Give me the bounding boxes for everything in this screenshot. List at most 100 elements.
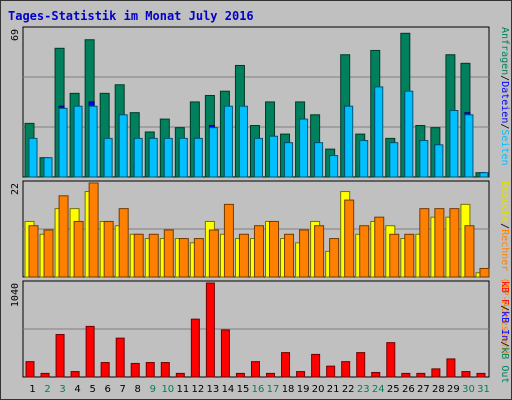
bar	[299, 229, 310, 278]
bar	[329, 238, 340, 278]
bar	[148, 233, 159, 278]
bar	[284, 142, 294, 178]
bar	[266, 372, 276, 378]
legend-middle: Besuche/Rechner (IP-Adressen)	[499, 181, 510, 356]
bar	[416, 372, 426, 378]
legend-entry: Rechner (IP-Adressen)	[499, 229, 510, 355]
bar	[73, 105, 83, 178]
day-label: 8	[135, 384, 141, 395]
day-label: 25	[387, 384, 400, 395]
bar	[419, 208, 430, 278]
bar	[103, 137, 113, 178]
bar	[464, 114, 474, 178]
bar	[70, 371, 80, 378]
bar	[223, 203, 234, 278]
bar	[235, 372, 245, 378]
legend-bottom: kB F/kB In/kB Out	[499, 281, 510, 383]
day-label: 13	[207, 384, 220, 395]
bar	[28, 225, 39, 278]
bar	[374, 216, 385, 278]
day-label: 2	[44, 384, 50, 395]
bar	[401, 372, 411, 378]
bar	[160, 362, 170, 378]
y-max-label: 1040	[10, 283, 21, 307]
bar	[434, 144, 444, 178]
bar	[359, 225, 370, 278]
bar	[479, 172, 489, 178]
day-label: 5	[89, 384, 95, 395]
bar	[100, 362, 110, 378]
chart-title: Tages-Statistik im Monat July 2016	[8, 9, 254, 23]
day-label: 24	[372, 384, 385, 395]
day-label: 29	[447, 384, 460, 395]
bar	[190, 318, 200, 378]
bar	[374, 86, 384, 178]
bar	[479, 267, 490, 278]
day-label: 27	[417, 384, 430, 395]
legend-entry: Anfragen	[499, 27, 510, 75]
bar	[40, 372, 50, 378]
day-label: 1	[29, 384, 35, 395]
bar	[223, 105, 233, 178]
panel-visits-sites: 22	[10, 180, 490, 278]
bar	[359, 140, 369, 178]
bar	[386, 342, 396, 378]
bar	[118, 208, 129, 278]
bar	[145, 362, 155, 378]
bar	[178, 137, 188, 178]
day-label: 22	[342, 384, 355, 395]
bar	[208, 127, 218, 178]
bar	[133, 233, 144, 278]
bar	[356, 352, 366, 378]
legend-entry: /	[499, 305, 510, 311]
bar	[476, 372, 486, 378]
bar	[404, 233, 415, 278]
bar	[329, 155, 339, 178]
bar	[299, 118, 309, 178]
legend-entry: Seiten	[499, 129, 510, 165]
bar	[88, 105, 98, 178]
bar	[73, 220, 84, 278]
bar	[389, 142, 399, 178]
bar	[419, 140, 429, 178]
day-label: 4	[74, 384, 80, 395]
bar	[464, 225, 475, 278]
bar	[238, 233, 249, 278]
chart-panels: 69 22 1040	[10, 26, 490, 378]
bar	[341, 361, 351, 378]
day-label: 11	[176, 384, 189, 395]
bar	[43, 229, 54, 278]
y-max-label: 69	[10, 29, 21, 41]
y-max-label: 22	[10, 183, 21, 195]
bar	[133, 137, 143, 178]
bar	[344, 199, 355, 278]
day-label: 9	[150, 384, 156, 395]
bar	[208, 229, 219, 278]
day-label: 20	[312, 384, 325, 395]
legend-entry: kB In	[499, 311, 510, 341]
day-label: 19	[297, 384, 310, 395]
panel-kbytes: 1040	[10, 280, 490, 378]
bar	[326, 365, 336, 378]
panel-hits-files-pages: 69	[10, 26, 490, 178]
bar	[314, 225, 325, 278]
bar	[193, 238, 204, 278]
day-label: 12	[192, 384, 205, 395]
bar	[311, 353, 321, 378]
bar	[253, 137, 263, 178]
bar	[118, 114, 128, 178]
bar	[269, 135, 279, 178]
legend-entry: /	[499, 123, 510, 129]
bar	[431, 368, 441, 378]
day-label: 26	[402, 384, 415, 395]
bar	[163, 137, 173, 178]
legend-entry: /	[499, 75, 510, 81]
bar	[404, 90, 414, 178]
bar	[178, 238, 189, 278]
day-label: 21	[327, 384, 340, 395]
bar	[284, 233, 295, 278]
bar	[281, 352, 291, 378]
bar	[205, 282, 215, 378]
bar	[85, 325, 95, 378]
